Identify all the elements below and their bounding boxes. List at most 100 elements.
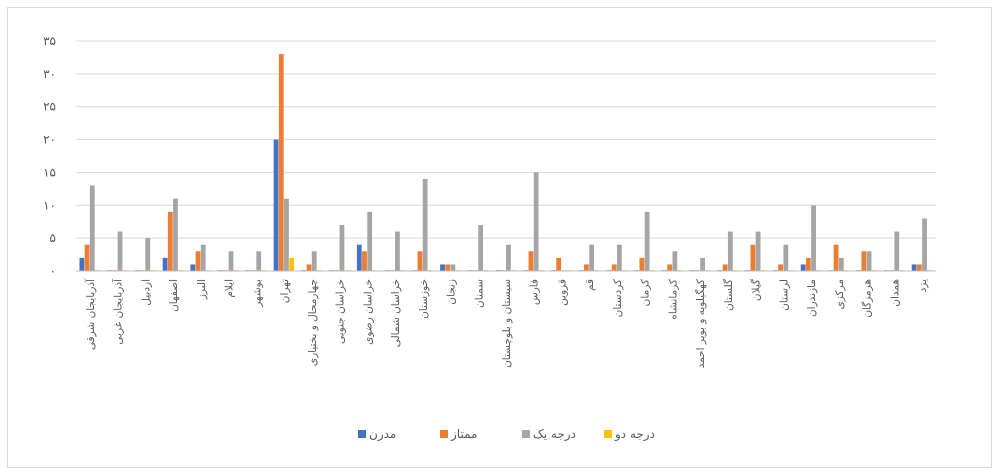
bar [256, 251, 262, 271]
bar [190, 264, 196, 271]
bar [195, 251, 201, 271]
legend: مدرن ممتاز درجه یک درجه دو [358, 427, 655, 442]
y-tick-label: ۵ [50, 231, 56, 245]
bar [833, 244, 839, 271]
x-tick-label: قزوین [556, 279, 568, 306]
x-tick-label: بوشهر [251, 279, 263, 308]
x-tick-label: چهارمحال و بختیاری [307, 279, 319, 366]
x-tick-label: هرمزگان [861, 279, 874, 318]
x-tick-label: گیلان [750, 279, 763, 301]
bar [916, 264, 922, 271]
bar [89, 185, 95, 271]
x-axis-ticks: آذربایجان شرقی آذربایجان غربی اردبیل اصفهان… [84, 278, 929, 368]
legend-item: درجه دو [604, 427, 655, 442]
bar [800, 264, 806, 271]
bar [289, 257, 295, 271]
bar [528, 251, 534, 271]
legend-label: ممتاز [450, 427, 477, 442]
bar [311, 251, 317, 271]
legend-swatch [522, 430, 530, 438]
bar [755, 231, 761, 271]
bar [356, 244, 362, 271]
bar [440, 264, 445, 271]
bar [805, 257, 811, 271]
x-tick-label: اصفهان [168, 279, 180, 312]
x-tick-label: زنجان [446, 279, 458, 305]
bar [273, 139, 279, 271]
legend-item: درجه یک [522, 427, 576, 442]
x-tick-label: خراسان شمالی [390, 279, 402, 347]
bar [417, 251, 423, 271]
gridlines [76, 40, 936, 239]
bar [395, 231, 400, 271]
x-tick-label: خراسان رضوی [362, 279, 374, 345]
bar [200, 244, 206, 271]
x-tick-label: سیستان و بلوچستان [501, 279, 513, 368]
bar [84, 244, 90, 271]
bar [838, 257, 844, 271]
x-tick-label: همدان [889, 279, 901, 307]
legend-item: ممتاز [440, 427, 477, 442]
x-tick-label: گلستان [722, 279, 735, 311]
bar [367, 211, 373, 271]
x-tick-label: لرستان [778, 279, 790, 311]
legend-item: مدرن [358, 427, 396, 442]
x-tick-label: قم [584, 279, 596, 291]
bar [117, 231, 123, 271]
x-tick-label: آذربایجان غربی [112, 278, 125, 345]
bar [362, 251, 367, 271]
bar [506, 244, 511, 271]
x-tick-label: کرمانشاه [667, 279, 679, 320]
bar [639, 257, 645, 271]
legend-label: درجه دو [614, 427, 655, 442]
bar [533, 172, 539, 271]
bar [644, 211, 650, 271]
bar [339, 225, 345, 271]
bar [667, 264, 673, 271]
x-tick-label: تهران [279, 279, 291, 303]
x-tick-label: کردستان [612, 279, 624, 317]
y-tick-label: ۳۵ [43, 34, 56, 48]
bar [727, 231, 733, 271]
bar [861, 251, 867, 271]
x-tick-label: ایلام [224, 279, 236, 298]
bar [450, 264, 456, 271]
x-tick-label: خوزستان [418, 279, 430, 319]
bar [672, 251, 678, 271]
bar [556, 257, 562, 271]
bar [750, 244, 756, 271]
bar [162, 257, 168, 271]
bar [589, 244, 595, 271]
bar [445, 264, 451, 271]
legend-swatch [358, 430, 366, 438]
x-tick-label: کرمان [640, 279, 652, 306]
y-tick-label: ۱۰ [43, 198, 56, 212]
y-tick-label: ۲۵ [43, 100, 56, 114]
x-tick-label: آذربایجان شرقی [84, 278, 97, 350]
bar [422, 179, 428, 271]
bar [284, 198, 289, 271]
bar [79, 257, 85, 271]
bar [145, 238, 151, 271]
y-tick-label: ۲۰ [43, 133, 56, 147]
bar [783, 244, 789, 271]
x-tick-label: مازندران [806, 279, 818, 317]
bar [611, 264, 617, 271]
bar [306, 264, 312, 271]
y-tick-label: ۱۵ [43, 165, 56, 179]
bar [478, 225, 484, 271]
x-tick-label: البرز [196, 279, 208, 300]
legend-label: مدرن [369, 427, 396, 442]
bar [278, 54, 284, 271]
y-tick-label: ۰ [50, 264, 56, 278]
bar [778, 264, 784, 271]
x-tick-label: کهگیلویه و بویر احمد [694, 279, 707, 368]
bar [894, 231, 900, 271]
bar [173, 198, 178, 271]
bar-chart: ۰ ۵ ۱۰ ۱۵ ۲۰ ۲۵ ۳۰ ۳۵ آذربایجان شرقی آذربایجان غ… [43, 34, 936, 442]
bar [922, 218, 927, 271]
bar [911, 264, 917, 271]
bar [616, 244, 622, 271]
bar [866, 251, 872, 271]
bar [584, 264, 589, 271]
